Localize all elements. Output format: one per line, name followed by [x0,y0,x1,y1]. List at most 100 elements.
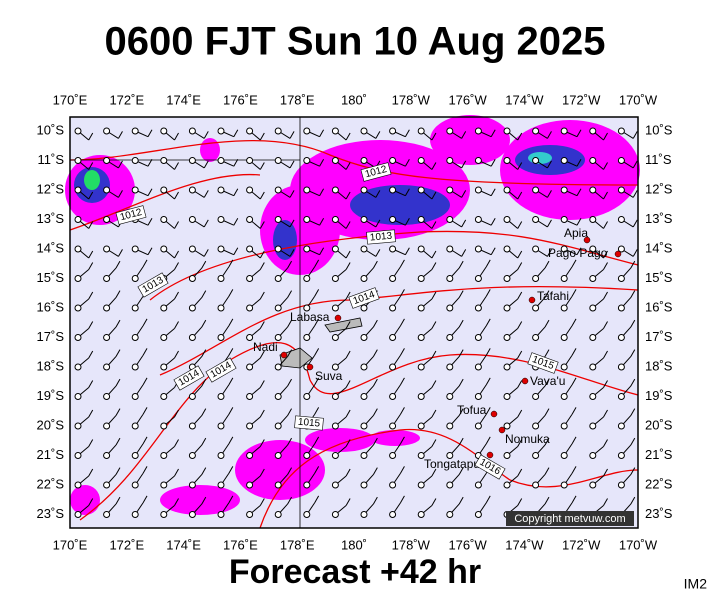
barb-station [274,216,282,223]
barb-feather [458,467,464,475]
barb-feather [431,439,437,447]
barb-station [360,363,368,371]
barb-station [131,363,139,371]
barb-station [532,334,540,341]
barb-station [446,452,454,459]
barb-feather [88,380,94,388]
lon-label-top: 176˚E [223,92,258,107]
barb-station [303,452,311,459]
barb-feather [603,350,608,359]
barb-feather [375,219,381,228]
barb-feather [88,291,94,300]
barb-feather [603,380,608,388]
barb-feather [517,439,523,447]
barb-feather [174,162,179,170]
barb-station [217,157,225,164]
barb-station [160,511,168,518]
barb-station [246,452,254,459]
place-labels: Apia Pago Pago Tafahi Labasa Nadi Suva V… [253,226,608,471]
barb-station [503,245,511,253]
barb-feather [174,439,179,447]
barb-station [160,422,168,430]
barb-feather [571,377,577,386]
barb-feather [576,247,582,255]
isobar-label: 1013 [369,231,393,244]
barb-feather [632,131,638,139]
barb-feather [372,349,378,357]
barb-feather [259,380,265,388]
barb-station [274,157,282,164]
lon-label-bottom: 170˚E [53,537,88,552]
forecast-label: Forecast +42 hr [229,553,481,591]
barb-station [589,245,597,253]
barb-station [131,422,139,430]
barb-feather [544,408,550,416]
lat-label-right: 15˚S [645,270,673,285]
barb-station [503,216,511,223]
barb-feather [603,498,608,506]
barb-feather [603,162,608,170]
barb-station [532,275,540,282]
barb-station [331,422,339,430]
barb-station [103,422,111,430]
barb-station [560,304,568,312]
barb-feather [147,247,153,255]
barb-station [389,481,397,489]
barb-station [246,304,254,312]
lon-label-top: 172˚W [562,92,601,107]
lat-label-right: 20˚S [645,417,673,432]
barb-station [560,363,568,371]
lat-label-right: 21˚S [645,447,673,462]
barb-feather [517,409,523,418]
lat-label-right: 16˚S [645,299,673,314]
barb-station [532,452,540,459]
barb-feather [174,498,179,506]
barb-station [303,216,311,223]
barb-station [360,304,368,312]
barb-station [617,275,625,282]
barb-feather [461,249,467,257]
barb-feather [458,319,464,328]
barb-feather [142,407,148,415]
barb-feather [174,221,179,229]
barb-feather [517,380,523,388]
barb-feather [404,217,410,226]
barb-feather [174,321,179,329]
barb-station [360,422,368,430]
barb-station [417,334,425,341]
barb-station [617,363,625,371]
barb-station [331,363,339,371]
barb-feather [399,289,405,297]
barb-station [246,481,254,489]
barb-station [474,334,482,341]
lon-label-top: 170˚E [53,92,88,107]
barb-feather [201,349,207,357]
lat-label-right: 10˚S [645,122,673,137]
barb-feather [201,437,207,446]
isobar-label-box [205,357,237,383]
barb-station [331,275,339,282]
barb-feather [88,321,94,329]
barb-station [389,511,397,518]
barb-feather [431,498,437,506]
barb-feather [603,132,608,141]
barb-feather [375,249,381,257]
barb-feather [115,496,121,505]
barb-station [103,304,111,312]
barb-feather [461,131,467,139]
barb-station [131,452,139,459]
barb-feather [345,132,351,141]
barb-station [446,422,454,430]
barb-feather [372,467,378,475]
barb-feather [345,162,351,170]
barb-feather [142,318,148,327]
barb-feather [490,129,496,137]
barb-station [589,422,597,430]
barb-feather [345,380,351,388]
axes: 170˚E 170˚E 172˚E 172˚E 174˚E 174˚E 176˚E 176˚E… [37,92,673,552]
barb-station [360,275,368,282]
barb-station [274,422,282,430]
barb-station [274,511,282,518]
barb-station [589,127,597,135]
barb-feather [461,190,467,198]
